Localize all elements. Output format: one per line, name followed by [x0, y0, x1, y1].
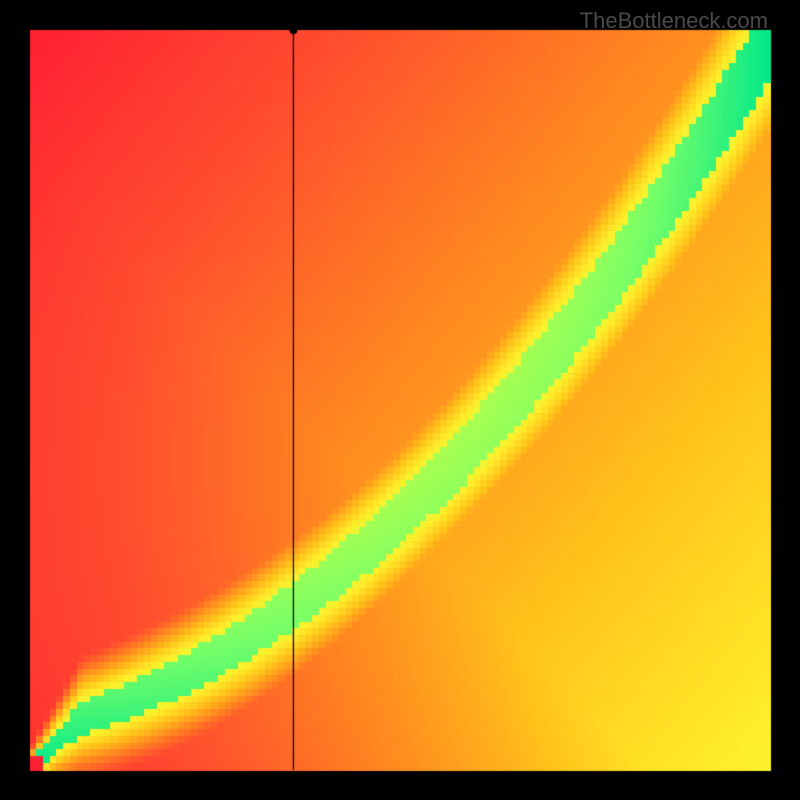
heatmap-canvas [0, 0, 800, 800]
watermark-text: TheBottleneck.com [580, 8, 768, 34]
